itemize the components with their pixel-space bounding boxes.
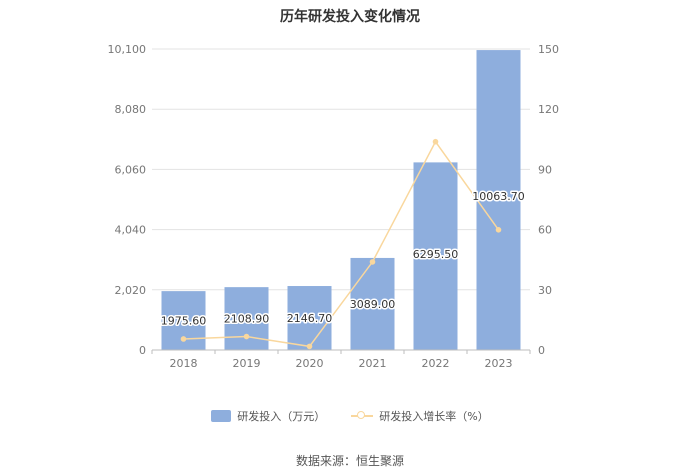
line-point: [495, 227, 502, 233]
y-left-tick-label: 6,060: [115, 163, 147, 176]
y-right-tick-label: 0: [538, 344, 545, 357]
line-point: [432, 138, 439, 145]
y-right-tick-label: 30: [538, 284, 552, 297]
x-tick-label: 2022: [422, 357, 450, 370]
legend-bar-label: 研发投入（万元）: [237, 410, 326, 423]
bar-value-label: 1975.60: [161, 315, 207, 328]
x-tick-label: 2021: [359, 357, 387, 370]
y-left-tick-label: 4,040: [115, 224, 147, 237]
y-left-tick-label: 8,080: [115, 103, 147, 116]
y-left-tick-label: 10,100: [108, 43, 147, 56]
bar-value-label: 2108.90: [224, 313, 270, 326]
y-right-tick-label: 60: [538, 224, 552, 237]
bar-value-label: 6295.50: [413, 248, 459, 261]
line-point: [306, 343, 313, 350]
bar: [476, 50, 521, 350]
data-source: 数据来源：恒生聚源: [295, 454, 404, 468]
bar: [287, 286, 332, 350]
x-tick-label: 2020: [296, 357, 324, 370]
y-right-tick-label: 120: [538, 103, 559, 116]
series-line: [183, 140, 500, 348]
bar: [350, 257, 395, 350]
y-left-tick-label: 2,020: [115, 284, 147, 297]
y-right-tick-label: 150: [538, 43, 559, 56]
bar-value-label: 3089.00: [350, 298, 396, 311]
legend-item-line[interactable]: 研发投入增长率（%）: [351, 408, 489, 424]
line-point: [243, 333, 250, 340]
chart-legend: 研发投入（万元） 研发投入增长率（%）: [0, 408, 700, 424]
x-tick-label: 2023: [485, 357, 513, 370]
chart-title: 历年研发投入变化情况: [280, 9, 420, 25]
legend-line-label: 研发投入增长率（%）: [379, 410, 489, 423]
y-left-tick-label: 0: [139, 344, 146, 357]
legend-item-bar[interactable]: 研发投入（万元）: [211, 408, 325, 424]
x-tick-label: 2018: [170, 357, 198, 370]
bar-value-label: 2146.70: [287, 312, 333, 325]
line-point: [369, 259, 376, 265]
legend-line-swatch: [351, 410, 374, 422]
line-point: [180, 336, 187, 342]
legend-bar-swatch: [211, 410, 232, 422]
x-tick-label: 2019: [233, 357, 261, 370]
y-right-tick-label: 90: [538, 163, 552, 176]
bar-value-label: 10063.70: [472, 190, 525, 203]
bar: [413, 162, 458, 350]
